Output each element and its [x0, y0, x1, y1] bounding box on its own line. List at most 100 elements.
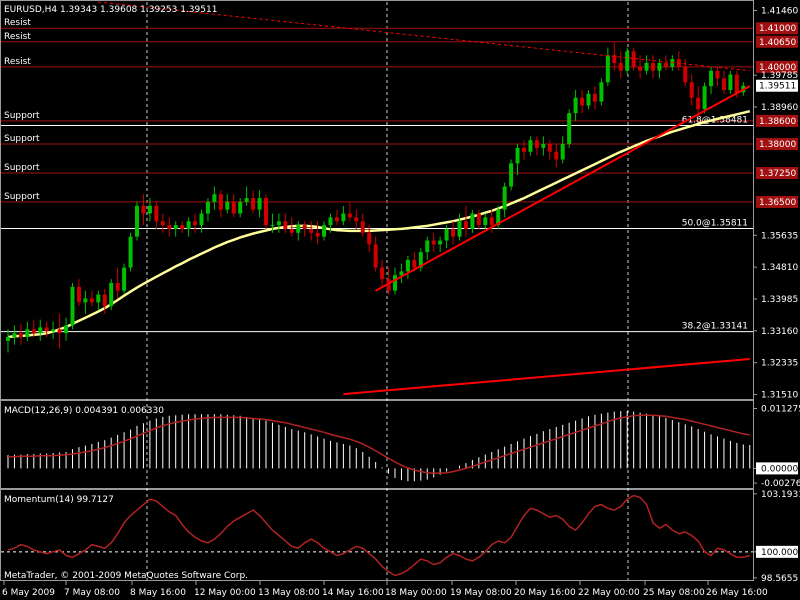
level-price-label: 1.37250	[759, 169, 796, 179]
x-tick-label: 13 May 08:00	[258, 588, 320, 598]
candle-body	[689, 82, 694, 98]
level-price-tag	[756, 60, 798, 73]
candle-body	[367, 232, 372, 245]
candle-body	[360, 221, 365, 233]
candle-body	[663, 62, 668, 67]
y-tick-label: 1.35635	[761, 231, 798, 241]
macd-tick-label: 0.011275	[761, 405, 800, 415]
resist-label: Resist	[4, 32, 31, 42]
level-price-tag	[756, 138, 798, 151]
candle-body	[96, 294, 101, 303]
candle-body	[270, 225, 275, 227]
candle-body	[592, 93, 597, 102]
candle-body	[193, 221, 198, 226]
candle-body	[6, 337, 10, 341]
candle-body	[625, 51, 630, 71]
support-label: Support	[4, 134, 40, 144]
candle-body	[399, 271, 404, 276]
candle-body	[218, 194, 223, 210]
level-price-label: 1.38600	[759, 117, 796, 127]
y-tick-label: 1.38960	[761, 103, 798, 113]
level-price-tag	[756, 22, 798, 35]
level-price-tag	[756, 114, 798, 127]
candle-body	[580, 97, 585, 106]
candle-body	[57, 329, 62, 334]
momentum-plot: 103.1931 100.0000 98.5655	[1, 490, 800, 584]
candle-body	[160, 221, 165, 226]
level-price-tag	[756, 35, 798, 48]
candle-body	[373, 244, 378, 268]
time-axis: 6 May 2009 7 May 08:00 8 May 16:00 12 May 0…	[2, 581, 768, 598]
x-tick-label: 7 May 08:00	[64, 588, 120, 598]
candle-body	[225, 201, 230, 210]
moving-average	[7, 109, 751, 339]
candle-body	[393, 275, 397, 291]
candle-body	[238, 201, 243, 214]
fibo-label: 38.2@1.33141	[682, 322, 748, 332]
candle-body	[257, 198, 262, 210]
candle-body	[115, 282, 120, 291]
copyright-text: MetaTrader, © 2001-2009 MetaQuotes Softw…	[4, 571, 248, 581]
candle-body	[547, 144, 552, 152]
candle-body	[354, 217, 359, 222]
candle-body	[612, 55, 617, 63]
candle-body	[264, 198, 268, 226]
candle-body	[489, 217, 494, 226]
candle-body	[102, 294, 107, 307]
candle-body	[31, 329, 36, 334]
candle-body	[76, 286, 81, 303]
candle-body	[425, 240, 430, 253]
candle-body	[605, 55, 610, 83]
level-price-label: 1.41000	[759, 24, 796, 34]
candle-body	[205, 201, 210, 214]
level-price-tag	[756, 166, 798, 179]
candle-body	[276, 221, 281, 226]
moving-average-line	[7, 109, 751, 339]
candle-body	[431, 240, 436, 245]
candle-body	[638, 66, 643, 71]
candle-body	[341, 213, 346, 222]
x-tick-label: 22 May 00:00	[578, 588, 640, 598]
candle-body	[154, 205, 159, 222]
macd-tick-label: 0.00000	[761, 464, 798, 474]
momentum-line	[7, 494, 751, 577]
x-tick-label: 20 May 16:00	[514, 588, 576, 598]
momentum-ref-tag	[756, 545, 798, 558]
candle-body	[560, 144, 565, 160]
y-tick-label: 1.32335	[761, 359, 798, 369]
y-tick-label: 1.31510	[761, 391, 798, 401]
candle-body	[167, 225, 172, 229]
candle-body	[135, 205, 139, 237]
price-axis: 1.41000 1.40650 1.40000 1.38600 1.38000 1.372…	[753, 6, 798, 401]
candle-body	[147, 205, 152, 214]
level-price-label: 1.40650	[759, 38, 796, 48]
candle-body	[64, 325, 69, 334]
candle-body	[122, 267, 127, 291]
resist-label: Resist	[4, 57, 31, 67]
trend-line	[98, 1, 750, 72]
candle-body	[328, 217, 333, 226]
candle-body	[186, 221, 191, 229]
candle-body	[89, 298, 94, 303]
trend-line	[375, 85, 751, 292]
candle-body	[496, 209, 501, 226]
candle-body	[683, 66, 688, 83]
candle-body	[289, 228, 294, 233]
candle-body	[38, 327, 43, 334]
candle-body	[51, 329, 56, 332]
candle-body	[631, 51, 636, 67]
candle-body	[502, 186, 507, 210]
level-price-tag	[756, 195, 798, 208]
candle-body	[522, 147, 526, 152]
candle-body	[309, 228, 314, 233]
candle-body	[470, 213, 475, 229]
candle-body	[12, 333, 17, 338]
candle-body	[109, 282, 114, 307]
resist-label: Resist	[4, 18, 31, 28]
candle-body	[251, 198, 256, 210]
candle-body	[231, 201, 236, 214]
candle-body	[586, 93, 591, 106]
trend-line	[343, 358, 750, 396]
x-tick-label: 6 May 2009	[2, 588, 55, 598]
